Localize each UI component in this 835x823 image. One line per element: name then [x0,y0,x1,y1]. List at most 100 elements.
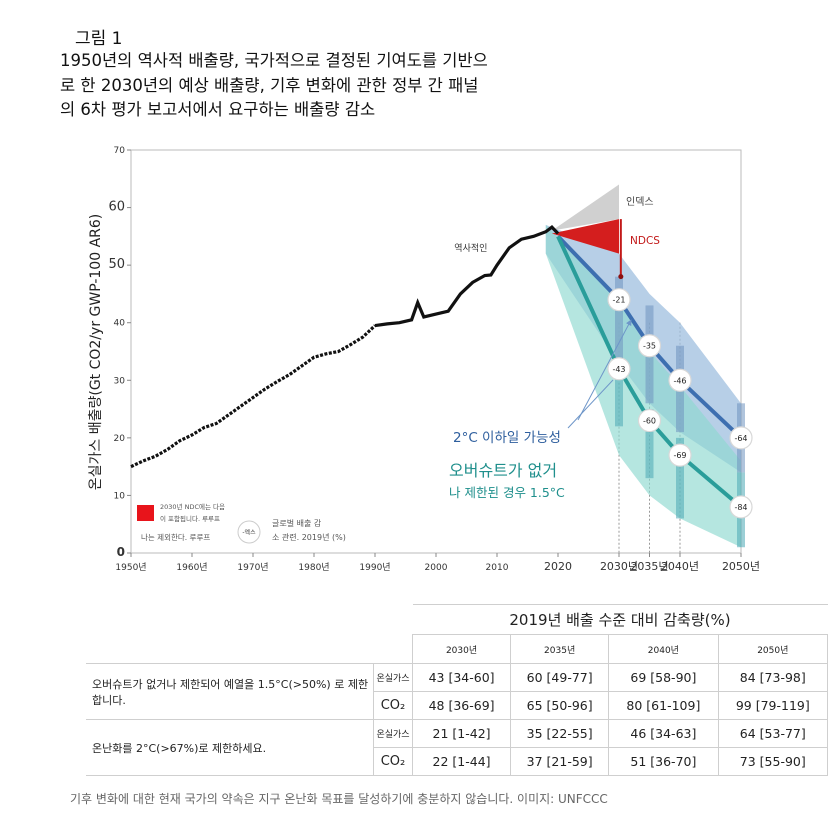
reduction-marker-label: -35 [643,342,656,351]
index-label: 인덱스 [626,196,654,208]
legend-red-text-2: 이 포함됩니다. 루루프 [160,514,220,523]
legend-circle-label: -엑스 [242,530,256,537]
x-tick-label: 2030년 [600,560,638,573]
x-tick-label: 1990년 [359,562,390,573]
y-tick-label: 50 [108,257,125,272]
reduction-marker-label: -21 [612,296,625,305]
pathway-range-bar [676,437,684,519]
y-tick-label: 40 [114,319,126,329]
x-tick-label: 1980년 [298,562,329,573]
table-cell: 64 [53-77] [718,719,829,748]
ndc-label: NDCS [630,235,660,247]
table-cell: 60 [49-77] [510,663,610,692]
pathway-markers: -21 -35 -46 -64 -43 -60 -69 -84 [607,288,753,519]
ndc-projection-wedge [551,219,619,254]
reduction-marker-label: -84 [734,503,747,512]
index-projection-wedge [551,184,619,231]
x-tick-label: 1960년 [176,562,207,573]
table-cell: 21 [1-42] [412,719,512,748]
chart-title-line-2: 로 한 2030년의 예상 배출량, 기후 변화에 관한 정부 간 패널 [60,76,479,95]
emissions-chart: 0 10 20 30 40 50 60 70 1950년 1960년 1970년 1980년 1990년… [88,146,760,573]
table-cell: 46 [34-63] [608,719,719,748]
reduction-marker [607,288,631,312]
reduction-marker [729,426,753,450]
figure-caption: 기후 변화에 대한 현재 국가의 약속은 지구 온난화 목표를 달성하기에 충분… [70,792,608,806]
historical-series-label: 역사적인 [454,242,487,254]
reduction-marker-label: -69 [673,451,686,460]
table-gas-label: 온실가스 [373,663,413,692]
chart-title-line-3: 의 6차 평가 보고서에서 요구하는 배출량 감소 [60,100,376,119]
table-year-2040: 2040년 [608,634,719,664]
table-group-label: 온난화를 2°C(>67%)로 제한하세요. [86,719,374,776]
reduction-table: 2019년 배출 수준 대비 감축량(%) 2030년 2035년 2040년 … [86,604,829,776]
table-year-2050: 2050년 [718,634,829,664]
reduction-table-wrapper: 2019년 배출 수준 대비 감축량(%) 2030년 2035년 2040년 … [86,604,829,776]
reduction-marker-label: -64 [734,434,747,443]
reduction-marker [668,368,692,392]
y-tick-label: 60 [108,200,125,215]
chart-axes: 0 10 20 30 40 50 60 70 1950년 1960년 1970년 1980년 1990년… [88,146,760,573]
onefive-annotation-line-1: 오버슈트가 없거 [449,461,557,480]
legend-circle [237,520,261,544]
legend-red-swatch [137,505,154,521]
table-gas-label: 온실가스 [373,719,413,748]
table-cell: 73 [55-90] [718,747,829,776]
x-tick-label: 2000 [425,563,448,573]
onefive-pointer-line [567,379,614,429]
reduction-marker-label: -43 [612,365,625,374]
table-cell: 51 [36-70] [608,747,719,776]
table-row: 온난화를 2°C(>67%)로 제한하세요. 온실가스 21 [1-42] 35… [86,719,829,776]
x-tick-label: 2020 [544,560,572,573]
reduction-marker [637,408,662,433]
pathway-range-bar [615,276,623,364]
ndc-range-end [618,274,624,280]
y-tick-label: 70 [114,146,126,156]
table-group-label: 오버슈트가 없거나 제한되어 예열을 1.5°C(>50%) 로 제한합니다. [86,663,374,720]
x-tick-label: 2040년 [661,560,699,573]
x-tick-label: 2010 [486,563,509,573]
table-cell: 69 [58-90] [608,663,719,692]
y-tick-label: 20 [114,434,126,444]
reduction-marker [637,334,662,358]
below-2c-pointer-line [577,319,632,421]
y-tick-label: 10 [114,491,126,501]
table-row: CO₂ 22 [1-44] 37 [21-59] 51 [36-70] 73 [… [86,747,829,776]
pathway-range-bar [645,409,654,479]
reduction-marker-label: -46 [673,376,686,385]
reduction-marker [729,495,753,519]
y-tick-label: 30 [114,376,126,386]
reduction-marker [607,357,631,381]
table-year-2035: 2035년 [510,634,610,664]
historical-line-early [130,324,377,469]
historical-line-recent [374,225,560,328]
figure-label: 그림 1 [75,29,123,49]
legend-circle-text-2: 소 관련. 2019년 (%) [272,532,346,542]
table-year-2030: 2030년 [412,634,512,664]
table-cell: 84 [73-98] [718,663,829,692]
x-tick-label: 2050년 [722,560,760,573]
table-row: 오버슈트가 없거나 제한되어 예열을 1.5°C(>50%) 로 제한합니다. … [86,663,829,720]
onefive-annotation-line-2: 나 제한된 경우 1.5°C [449,485,565,500]
y-axis-label: 온실가스 배출량(Gt CO2/yr GWP-100 AR6) [88,214,104,491]
table-cell: 43 [34-60] [412,663,512,692]
legend-circle-text-1: 글로벌 배출 감 [272,518,322,528]
x-tick-label: 1970년 [237,562,268,573]
table-row: CO₂ 48 [36-69] 65 [50-96] 80 [61-109] 99… [86,691,829,720]
table-gas-label: CO₂ [373,691,413,720]
reduction-marker [668,443,692,467]
chart-title-line-1: 1950년의 역사적 배출량, 국가적으로 결정된 기여도를 기반으 [60,51,488,70]
legend-red-text-1: 2030년 NDC에는 다음 [160,502,225,511]
table-cell: 99 [79-119] [718,691,829,720]
below-2c-annotation: 2°C 이하일 가능성 [453,430,561,446]
x-tick-label: 1950년 [115,562,146,573]
reduction-marker-label: -60 [643,417,656,426]
table-cell: 35 [22-55] [510,719,610,748]
table-cell: 65 [50-96] [510,691,610,720]
legend-red-text-3: 나는 제외한다. 루루프 [141,532,210,542]
table-cell: 80 [61-109] [608,691,719,720]
pathway-range-bar [615,357,623,427]
y-tick-label: 0 [117,545,125,559]
x-tick-label: 2035년 [630,560,668,573]
table-cell: 48 [36-69] [412,691,512,720]
